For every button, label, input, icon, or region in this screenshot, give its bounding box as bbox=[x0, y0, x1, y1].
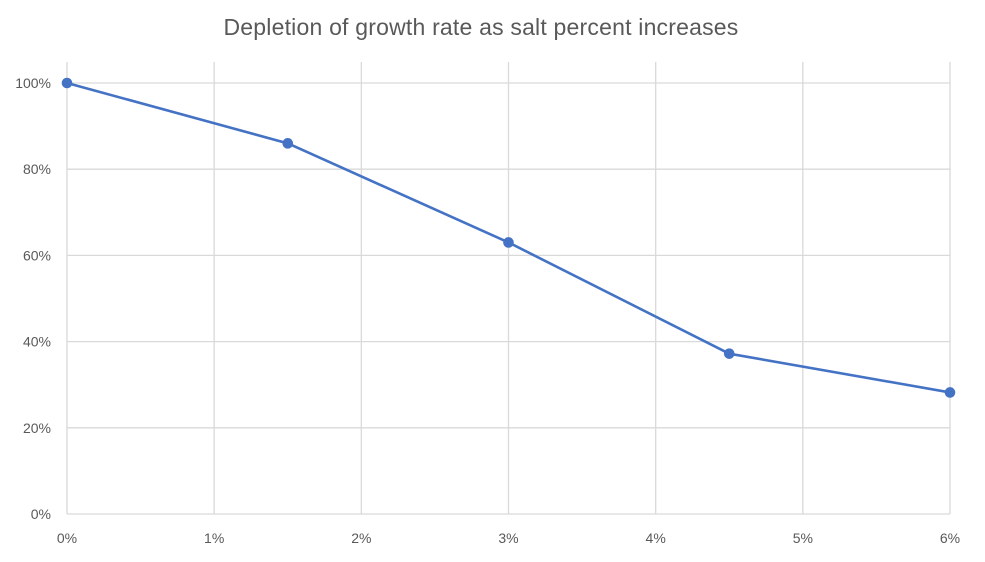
grid bbox=[66, 62, 951, 515]
data-point bbox=[282, 138, 294, 149]
axis-ticks: 0% 1% 2% 3% 4% 5% 6% 0% 20% 40% 60% 80% 100% bbox=[15, 75, 960, 546]
x-tick-label: 5% bbox=[793, 530, 813, 546]
y-tick-label: 20% bbox=[23, 420, 51, 436]
x-tick-label: 4% bbox=[646, 530, 666, 546]
chart-title: Depletion of growth rate as salt percent… bbox=[223, 14, 739, 40]
x-tick-label: 6% bbox=[940, 530, 960, 546]
x-tick-label: 2% bbox=[351, 530, 371, 546]
x-tick-label: 3% bbox=[498, 530, 518, 546]
x-tick-label: 1% bbox=[204, 530, 224, 546]
data-point bbox=[503, 237, 514, 248]
data-point bbox=[61, 77, 73, 89]
y-tick-label: 0% bbox=[31, 506, 51, 522]
data-point bbox=[723, 348, 735, 359]
y-tick-label: 100% bbox=[15, 75, 51, 91]
y-tick-label: 40% bbox=[23, 334, 51, 350]
series bbox=[61, 77, 956, 398]
x-tick-label: 0% bbox=[57, 530, 77, 546]
data-point bbox=[944, 387, 956, 398]
y-tick-label: 60% bbox=[23, 247, 51, 263]
y-tick-label: 80% bbox=[23, 161, 51, 177]
